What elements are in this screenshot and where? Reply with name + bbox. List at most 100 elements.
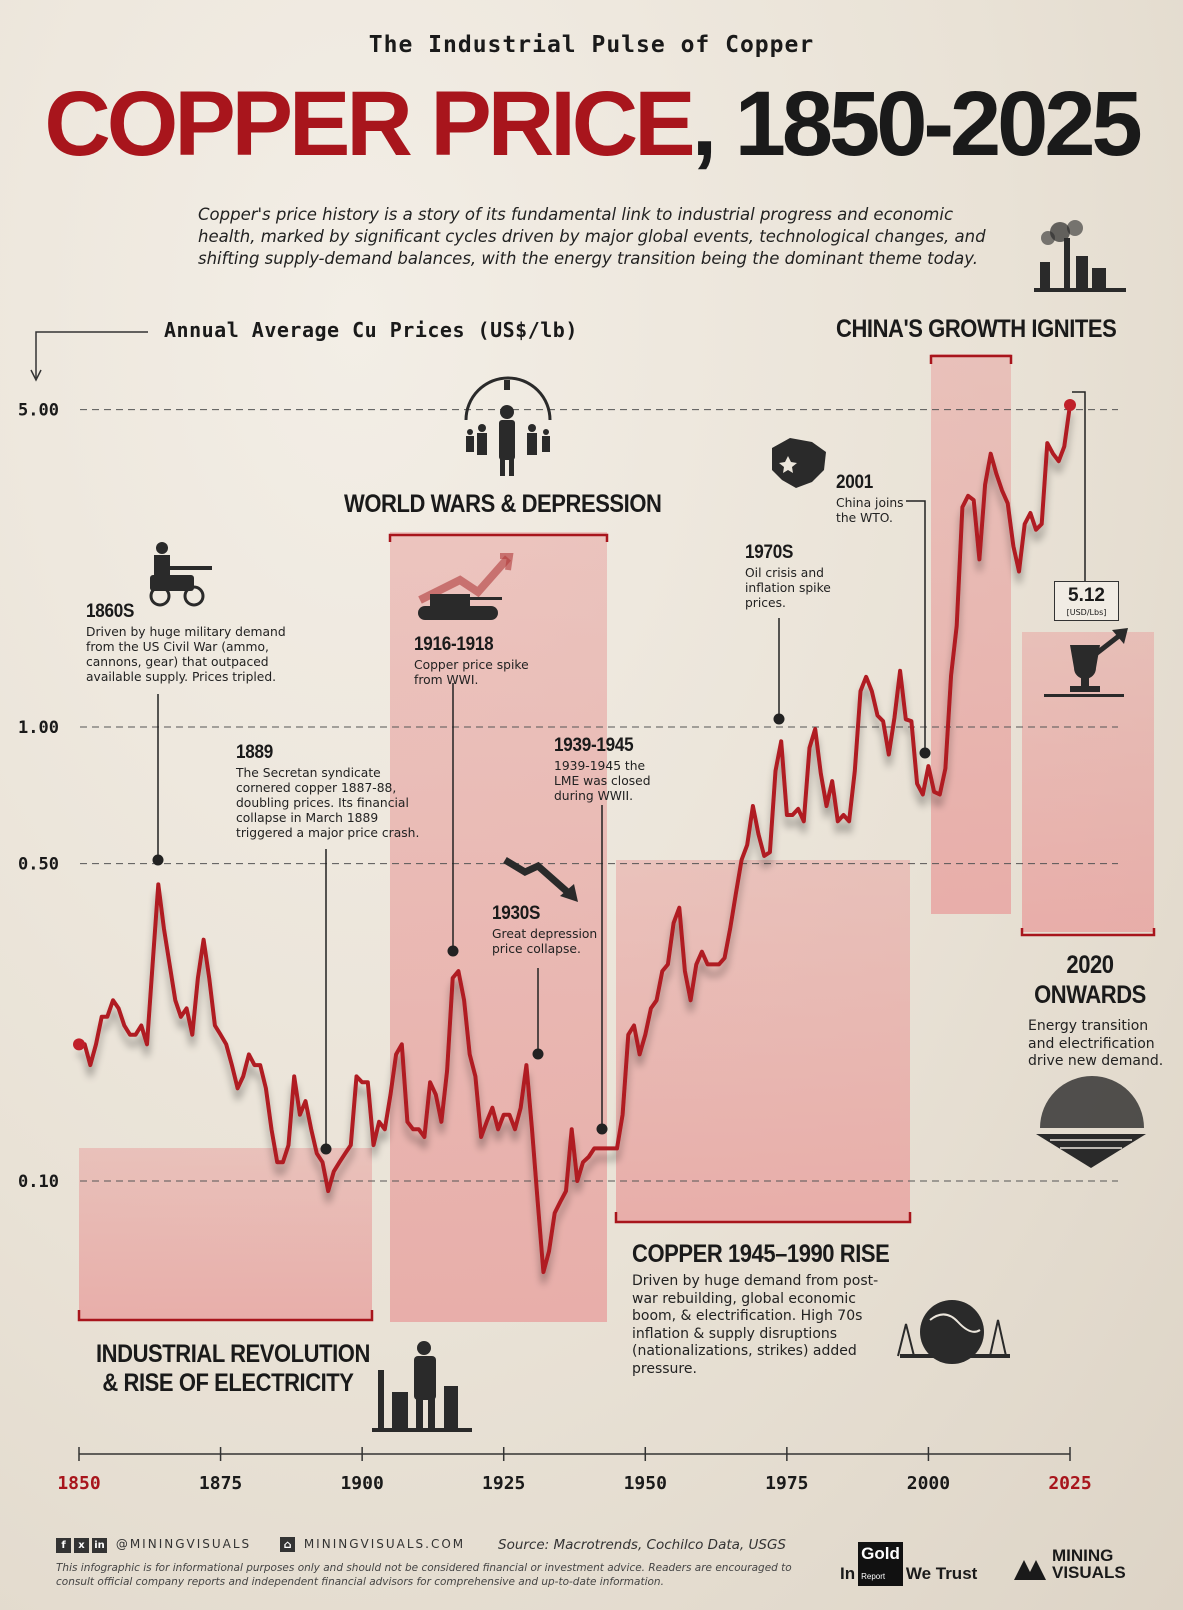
event-1916-desc: Copper price spike from WWI. bbox=[414, 658, 529, 687]
disclaimer: This infographic is for informational pu… bbox=[56, 1562, 792, 1588]
era-wars-title: WORLD WARS & DEPRESSION bbox=[344, 490, 662, 518]
event-1939: 1939-1945 1939-1945 the LME was closed d… bbox=[554, 735, 664, 804]
event-1970s-title: 1970S bbox=[745, 542, 794, 563]
gridlines bbox=[80, 409, 1118, 1182]
x-tick-label: 1925 bbox=[482, 1473, 525, 1494]
facebook-icon[interactable]: f bbox=[56, 1538, 71, 1553]
event-1889-title: 1889 bbox=[236, 742, 273, 763]
current-price-unit: [USD/Lbs] bbox=[1066, 608, 1107, 617]
home-icon: ⌂ bbox=[280, 1537, 295, 1552]
x-tick-label: 1875 bbox=[199, 1473, 242, 1494]
mining-visuals-logo-icon bbox=[1014, 1560, 1046, 1580]
linkedin-icon[interactable]: in bbox=[92, 1538, 107, 1553]
brand2-line1: MINING bbox=[1052, 1546, 1114, 1565]
era-energy: 2020 ONWARDS Energy transition and elect… bbox=[1020, 950, 1163, 1071]
solar-wind-illustration-icon bbox=[1036, 1076, 1146, 1168]
social-links: f x in @MININGVISUALS bbox=[56, 1537, 251, 1553]
era-industrial: INDUSTRIAL REVOLUTION & RISE OF ELECTRIC… bbox=[78, 1340, 378, 1398]
event-1916: 1916-1918 Copper price spike from WWI. bbox=[414, 634, 532, 688]
brand1-part-b: Gold bbox=[861, 1544, 900, 1563]
chart-down-arrow-icon bbox=[503, 856, 578, 902]
end-point bbox=[1064, 398, 1076, 411]
x-tick-label: 2000 bbox=[907, 1473, 950, 1494]
event-1930s-title: 1930S bbox=[492, 903, 541, 924]
current-price-value: 5.12 bbox=[1068, 585, 1105, 606]
event-1930s: 1930S Great depression price collapse. bbox=[492, 903, 610, 957]
x-tick-label: 1950 bbox=[624, 1473, 667, 1494]
band-postwar bbox=[616, 860, 910, 1222]
event-1970s-desc: Oil crisis and inflation spike prices. bbox=[745, 566, 831, 610]
x-ticks: 1850 1875 1900 1925 1950 1975 2000 2025 bbox=[57, 1447, 1092, 1494]
mining-visuals-logo: MINING VISUALS bbox=[1052, 1547, 1126, 1581]
event-1860s: 1860S Driven by huge military demand fro… bbox=[86, 601, 306, 685]
bracket-industrial bbox=[77, 1310, 374, 1322]
event-1916-title: 1916-1918 bbox=[414, 634, 494, 655]
event-1939-title: 1939-1945 bbox=[554, 735, 634, 756]
x-twitter-icon[interactable]: x bbox=[74, 1538, 89, 1553]
leader-2001 bbox=[906, 500, 926, 753]
event-1939-desc: 1939-1945 the LME was closed during WWII… bbox=[554, 759, 651, 803]
y-axis-arrow bbox=[35, 331, 148, 378]
y-tick-label: 1.00 bbox=[18, 718, 59, 738]
y-tick-label: 0.10 bbox=[18, 1172, 59, 1192]
leader-2025 bbox=[1072, 391, 1086, 581]
factory-illustration-icon bbox=[1034, 220, 1126, 292]
era-postwar: COPPER 1945–1990 RISE Driven by huge dem… bbox=[632, 1240, 902, 1378]
event-1889-desc: The Secretan syndicate cornered copper 1… bbox=[236, 766, 420, 840]
marker-1860s bbox=[152, 854, 164, 866]
china-map-icon bbox=[772, 438, 826, 488]
brand1-part-a: In bbox=[840, 1564, 856, 1583]
price-line bbox=[77, 403, 1072, 1275]
start-point bbox=[73, 1038, 85, 1051]
era-postwar-title: COPPER 1945–1990 RISE bbox=[632, 1240, 890, 1268]
y-tick-label: 0.50 bbox=[18, 855, 59, 875]
cannon-soldier-illustration-icon bbox=[149, 542, 212, 607]
website-link[interactable]: ⌂ MININGVISUALS.COM bbox=[280, 1537, 465, 1552]
era-energy-title-1: 2020 bbox=[1066, 951, 1114, 979]
intro-text: Copper's price history is a story of its… bbox=[198, 205, 986, 268]
bracket-energy bbox=[1020, 928, 1156, 937]
era-industrial-title-1: INDUSTRIAL REVOLUTION bbox=[96, 1340, 370, 1368]
event-1970s: 1970S Oil crisis and inflation spike pri… bbox=[745, 542, 845, 611]
worker-factory-illustration-icon bbox=[372, 1341, 472, 1432]
current-price-box: 5.12 [USD/Lbs] bbox=[1054, 581, 1119, 621]
title-black: , 1850-2025 bbox=[691, 73, 1143, 175]
social-handle[interactable]: @MININGVISUALS bbox=[115, 1537, 252, 1551]
source-note: Source: Macrotrends, Cochilco Data, USGS bbox=[498, 1537, 786, 1553]
marker-2001 bbox=[919, 747, 931, 759]
bracket-china bbox=[929, 354, 1013, 364]
x-tick-label: 1975 bbox=[765, 1473, 808, 1494]
era-energy-title-2: ONWARDS bbox=[1034, 981, 1146, 1009]
bracket-postwar bbox=[614, 1212, 912, 1224]
in-gold-we-trust-logo: In Gold Report We Trust bbox=[840, 1542, 977, 1586]
event-1860s-desc: Driven by huge military demand from the … bbox=[86, 625, 286, 684]
era-china-title: CHINA'S GROWTH IGNITES bbox=[836, 315, 1117, 343]
era-industrial-title-2: & RISE OF ELECTRICITY bbox=[102, 1369, 354, 1397]
event-1889: 1889 The Secretan syndicate cornered cop… bbox=[236, 742, 426, 841]
soldiers-illustration-icon bbox=[464, 376, 552, 476]
x-tick-label: 1850 bbox=[57, 1473, 100, 1494]
event-1860s-title: 1860S bbox=[86, 601, 135, 622]
era-postwar-desc: Driven by huge demand from post-war rebu… bbox=[632, 1273, 879, 1377]
trophy-arrow-icon bbox=[1044, 628, 1128, 697]
band-china bbox=[931, 354, 1011, 914]
brand1-gold-box: Gold Report bbox=[858, 1542, 903, 1586]
era-energy-desc: Energy transition and electrification dr… bbox=[1028, 1018, 1164, 1069]
marker-1970 bbox=[773, 713, 785, 725]
marker-1889 bbox=[320, 1143, 332, 1155]
event-2001: 2001 China joins the WTO. bbox=[836, 472, 926, 526]
page-title: COPPER PRICE, 1850-2025 bbox=[0, 78, 1183, 170]
y-axis-arrowhead bbox=[30, 369, 42, 382]
x-tick-label: 1900 bbox=[340, 1473, 383, 1494]
marker-1930 bbox=[532, 1048, 544, 1060]
marker-1939 bbox=[596, 1123, 608, 1135]
brand1-sub: Report bbox=[861, 1572, 886, 1581]
y-axis-label: Annual Average Cu Prices (US$/lb) bbox=[164, 318, 578, 342]
x-tick-label: 2025 bbox=[1048, 1473, 1091, 1494]
event-1930s-desc: Great depression price collapse. bbox=[492, 927, 598, 956]
band-wars bbox=[390, 532, 607, 1322]
event-2001-title: 2001 bbox=[836, 472, 873, 493]
title-red: COPPER PRICE bbox=[44, 73, 695, 175]
